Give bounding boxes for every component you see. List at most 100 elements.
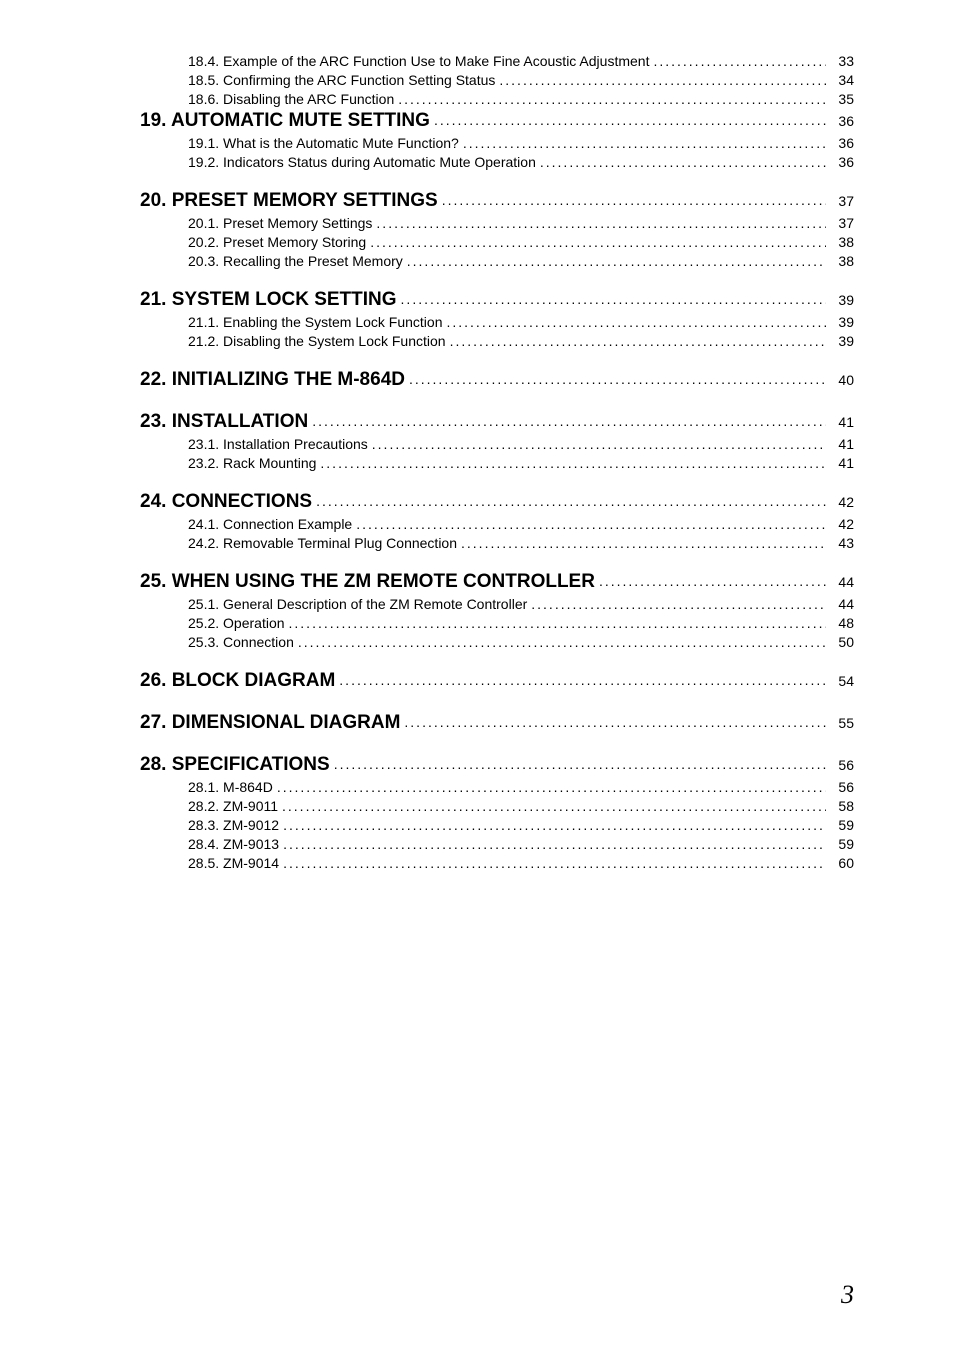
toc-leader: ........................................… xyxy=(298,634,826,650)
toc-label: 22. INITIALIZING THE M-864D xyxy=(140,369,405,391)
toc-subentry: 28.5. ZM-9014 ..........................… xyxy=(188,855,854,871)
toc-leader: ........................................… xyxy=(283,855,826,871)
toc-heading: 28. SPECIFICATIONS .....................… xyxy=(140,754,854,776)
toc-heading: 27. DIMENSIONAL DIAGRAM ................… xyxy=(140,712,854,734)
toc-page-number: 54 xyxy=(830,673,854,689)
toc-subentry: 21.2. Disabling the System Lock Function… xyxy=(188,333,854,349)
toc-page-number: 59 xyxy=(830,817,854,833)
toc-page-number: 59 xyxy=(830,836,854,852)
toc-page: 18.4. Example of the ARC Function Use to… xyxy=(0,0,954,871)
toc-label: 19. AUTOMATIC MUTE SETTING xyxy=(140,110,430,132)
toc-heading: 20. PRESET MEMORY SETTINGS .............… xyxy=(140,190,854,212)
toc-leader: ........................................… xyxy=(461,535,826,551)
toc-heading: 24. CONNECTIONS ........................… xyxy=(140,491,854,513)
toc-page-number: 39 xyxy=(830,292,854,308)
toc-leader: ........................................… xyxy=(446,314,826,330)
toc-subentry: 19.2. Indicators Status during Automatic… xyxy=(188,154,854,170)
toc-leader: ........................................… xyxy=(404,714,826,730)
toc-page-number: 37 xyxy=(830,215,854,231)
toc-label: 18.4. Example of the ARC Function Use to… xyxy=(188,53,649,69)
toc-subentry: 28.2. ZM-9011 ..........................… xyxy=(188,798,854,814)
toc-label: 19.2. Indicators Status during Automatic… xyxy=(188,154,536,170)
toc-label: 20.3. Recalling the Preset Memory xyxy=(188,253,403,269)
toc-page-number: 33 xyxy=(830,53,854,69)
toc-leader: ........................................… xyxy=(334,756,826,772)
toc-page-number: 38 xyxy=(830,234,854,250)
toc-subentry: 28.3. ZM-9012 ..........................… xyxy=(188,817,854,833)
toc-leader: ........................................… xyxy=(312,413,826,429)
toc-leader: ........................................… xyxy=(339,672,826,688)
toc-page-number: 36 xyxy=(830,135,854,151)
toc-leader: ........................................… xyxy=(320,455,826,471)
toc-page-number: 35 xyxy=(830,91,854,107)
toc-label: 26. BLOCK DIAGRAM xyxy=(140,670,335,692)
toc-subentry: 24.1. Connection Example ...............… xyxy=(188,516,854,532)
toc-label: 23.1. Installation Precautions xyxy=(188,436,368,452)
toc-page-number: 56 xyxy=(830,757,854,773)
toc-label: 20.2. Preset Memory Storing xyxy=(188,234,366,250)
toc-subentry: 20.2. Preset Memory Storing ............… xyxy=(188,234,854,250)
toc-leader: ........................................… xyxy=(283,836,826,852)
toc-label: 21. SYSTEM LOCK SETTING xyxy=(140,289,397,311)
toc-page-number: 41 xyxy=(830,414,854,430)
toc-leader: ........................................… xyxy=(463,135,826,151)
toc-subentry: 25.3. Connection .......................… xyxy=(188,634,854,650)
toc-page-number: 36 xyxy=(830,154,854,170)
toc-page-number: 42 xyxy=(830,494,854,510)
toc-page-number: 36 xyxy=(830,113,854,129)
toc-leader: ........................................… xyxy=(450,333,826,349)
toc-label: 28.1. M-864D xyxy=(188,779,273,795)
toc-heading: 19. AUTOMATIC MUTE SETTING .............… xyxy=(140,110,854,132)
toc-leader: ........................................… xyxy=(531,596,826,612)
toc-subentry: 28.4. ZM-9013 ..........................… xyxy=(188,836,854,852)
toc-page-number: 48 xyxy=(830,615,854,631)
toc-leader: ........................................… xyxy=(376,215,826,231)
toc-leader: ........................................… xyxy=(277,779,826,795)
toc-page-number: 41 xyxy=(830,436,854,452)
toc-label: 25.1. General Description of the ZM Remo… xyxy=(188,596,527,612)
toc-subentry: 23.2. Rack Mounting ....................… xyxy=(188,455,854,471)
toc-label: 18.5. Confirming the ARC Function Settin… xyxy=(188,72,495,88)
toc-subentry: 18.5. Confirming the ARC Function Settin… xyxy=(188,72,854,88)
toc-leader: ........................................… xyxy=(283,817,826,833)
toc-label: 28.2. ZM-9011 xyxy=(188,798,278,814)
toc-page-number: 38 xyxy=(830,253,854,269)
toc-leader: ........................................… xyxy=(356,516,826,532)
toc-heading: 26. BLOCK DIAGRAM ......................… xyxy=(140,670,854,692)
toc-leader: ........................................… xyxy=(401,291,826,307)
toc-page-number: 40 xyxy=(830,372,854,388)
toc-heading: 21. SYSTEM LOCK SETTING ................… xyxy=(140,289,854,311)
toc-leader: ........................................… xyxy=(316,493,826,509)
toc-label: 20. PRESET MEMORY SETTINGS xyxy=(140,190,438,212)
toc-leader: ........................................… xyxy=(407,253,826,269)
toc-leader: ........................................… xyxy=(434,112,826,128)
toc-label: 24.1. Connection Example xyxy=(188,516,352,532)
toc-page-number: 55 xyxy=(830,715,854,731)
toc-subentry: 28.1. M-864D ...........................… xyxy=(188,779,854,795)
toc-label: 28.3. ZM-9012 xyxy=(188,817,279,833)
toc-page-number: 50 xyxy=(830,634,854,650)
page-number: 3 xyxy=(841,1280,854,1310)
toc-label: 20.1. Preset Memory Settings xyxy=(188,215,372,231)
toc-leader: ........................................… xyxy=(282,798,826,814)
toc-page-number: 41 xyxy=(830,455,854,471)
toc-label: 23. INSTALLATION xyxy=(140,411,308,433)
toc-label: 24.2. Removable Terminal Plug Connection xyxy=(188,535,457,551)
toc-subentry: 25.2. Operation ........................… xyxy=(188,615,854,631)
toc-subentry: 23.1. Installation Precautions .........… xyxy=(188,436,854,452)
toc-label: 25.2. Operation xyxy=(188,615,285,631)
toc-leader: ........................................… xyxy=(372,436,826,452)
toc-page-number: 58 xyxy=(830,798,854,814)
toc-page-number: 44 xyxy=(830,574,854,590)
toc-subentry: 21.1. Enabling the System Lock Function … xyxy=(188,314,854,330)
toc-subentry: 18.6. Disabling the ARC Function .......… xyxy=(188,91,854,107)
toc-label: 21.2. Disabling the System Lock Function xyxy=(188,333,446,349)
toc-leader: ........................................… xyxy=(289,615,826,631)
toc-page-number: 56 xyxy=(830,779,854,795)
toc-page-number: 39 xyxy=(830,333,854,349)
toc-subentry: 20.1. Preset Memory Settings ...........… xyxy=(188,215,854,231)
toc-label: 19.1. What is the Automatic Mute Functio… xyxy=(188,135,459,151)
toc-page-number: 60 xyxy=(830,855,854,871)
toc-label: 23.2. Rack Mounting xyxy=(188,455,316,471)
toc-leader: ........................................… xyxy=(409,371,826,387)
